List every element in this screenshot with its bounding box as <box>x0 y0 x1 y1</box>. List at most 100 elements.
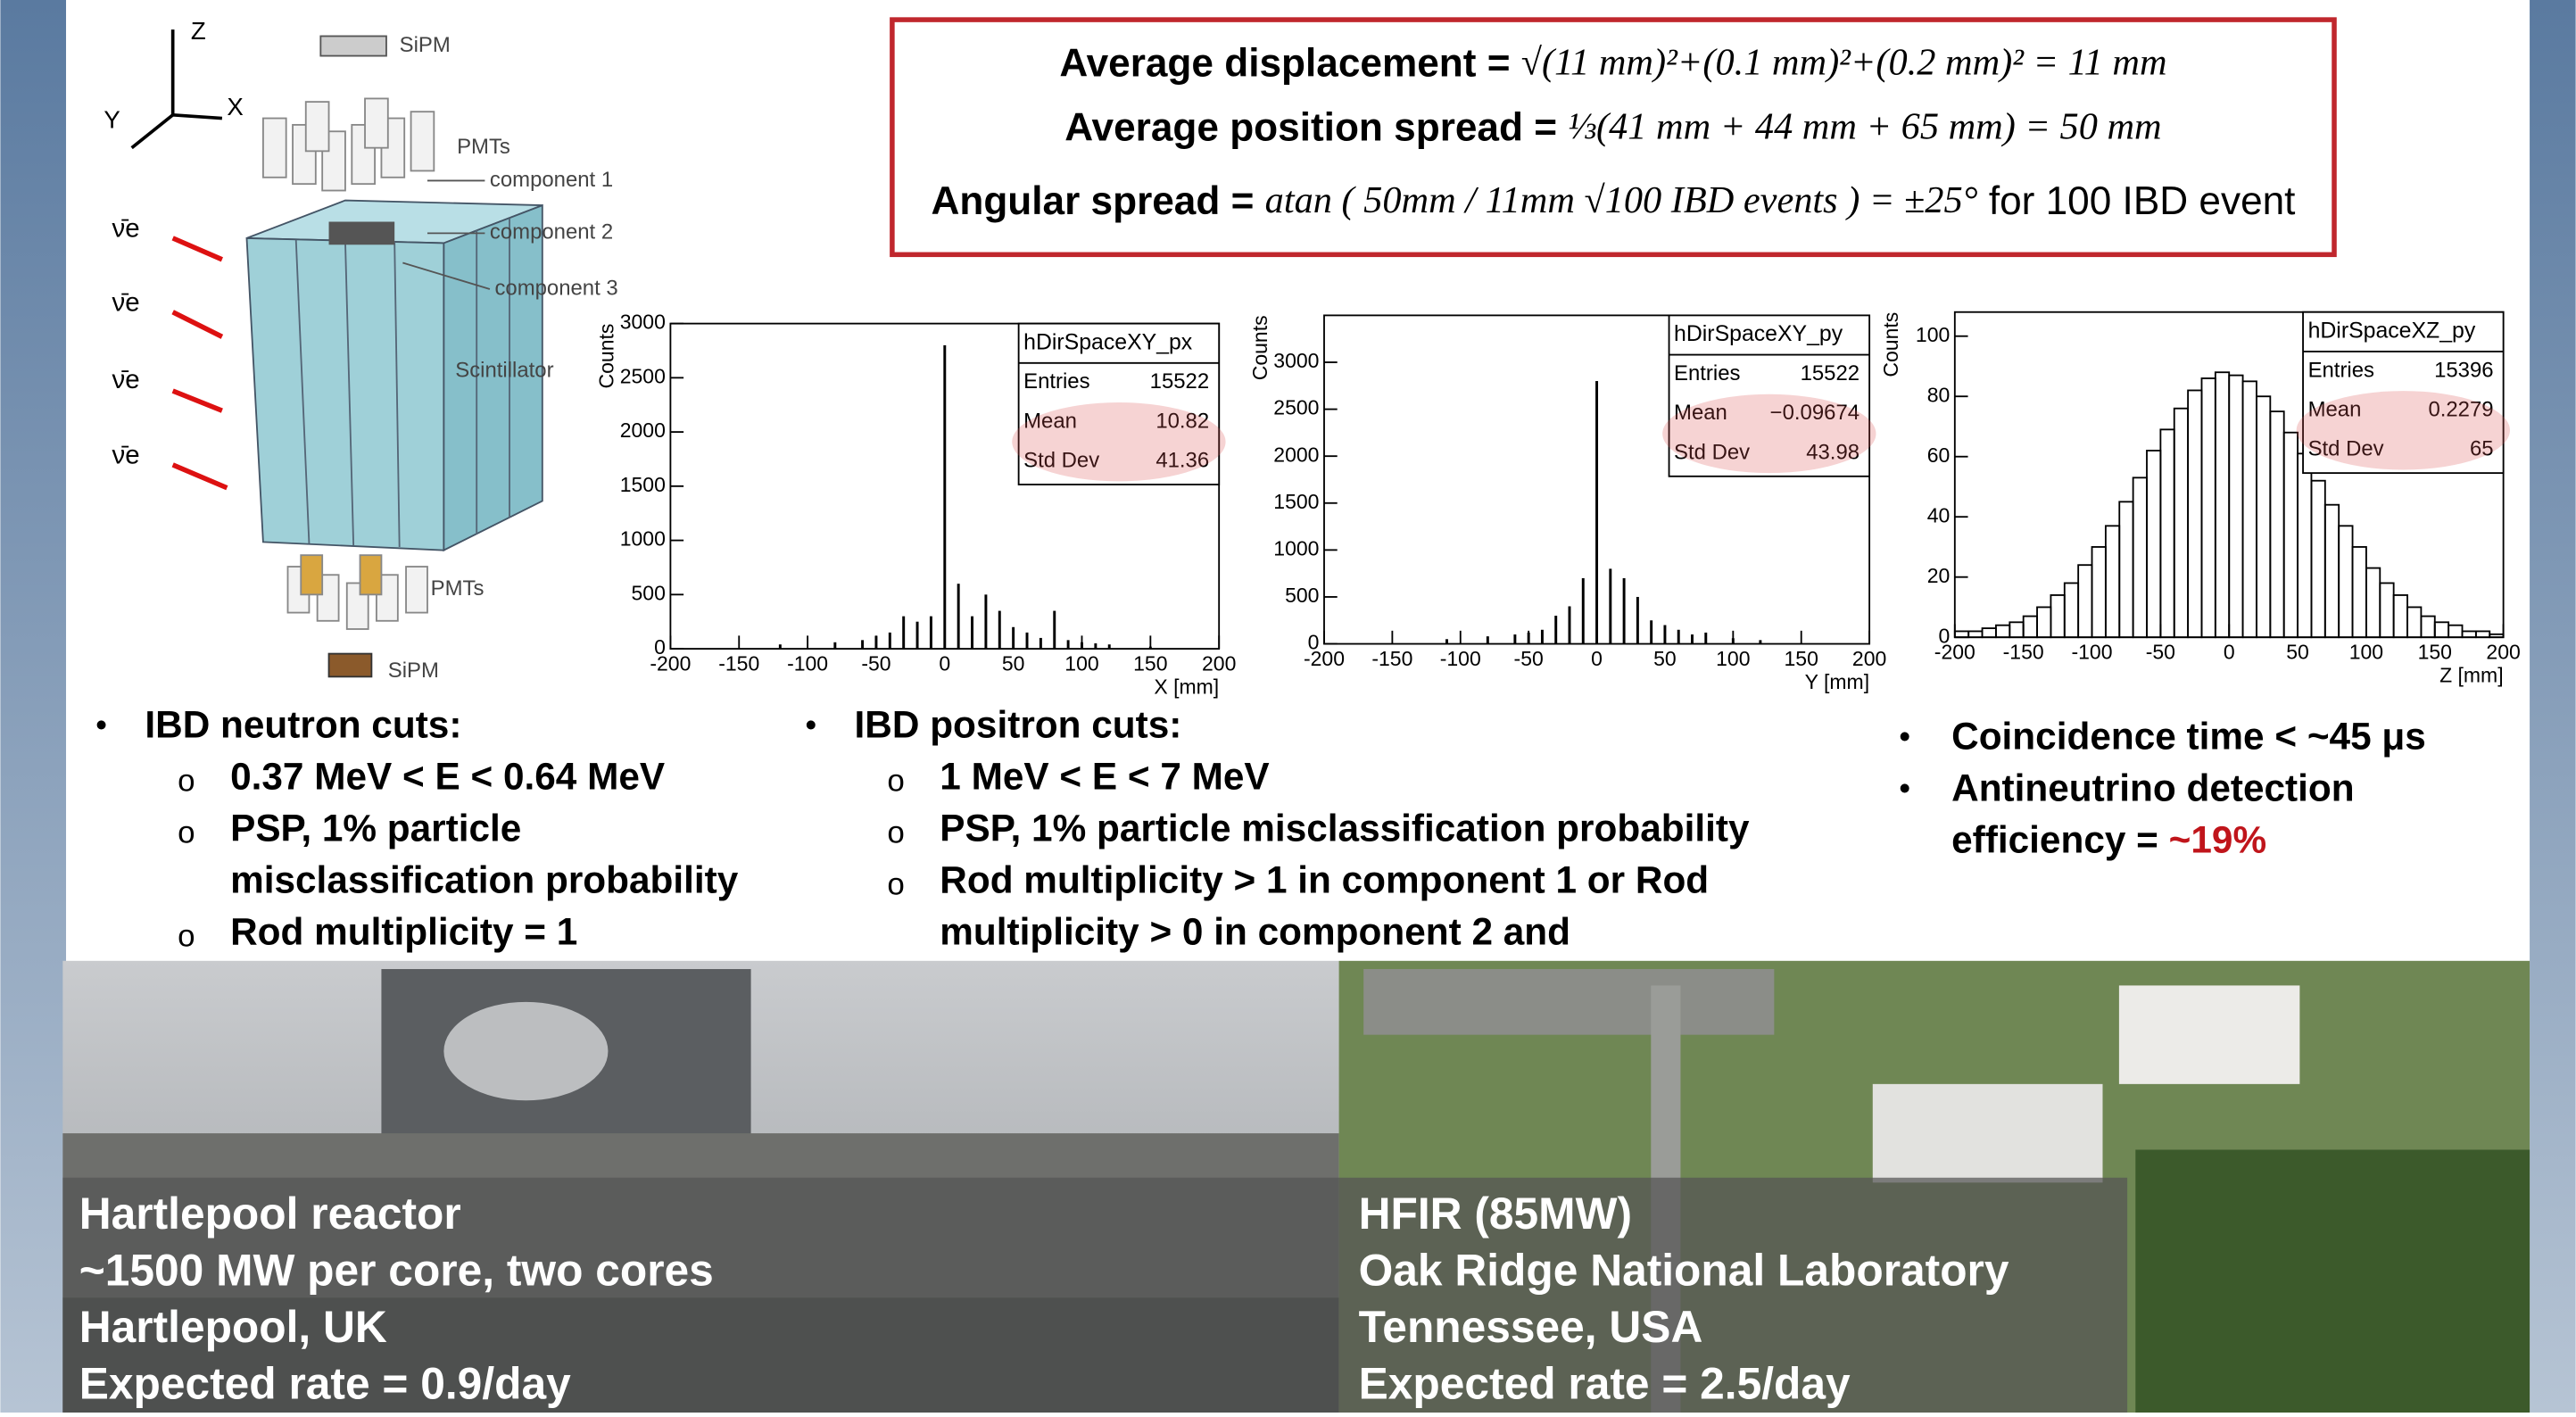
sub-bullet: o <box>887 763 904 798</box>
bullet: • <box>1899 770 1910 807</box>
neutrino-label: ν̄e <box>112 365 140 394</box>
y-axis-label: Counts <box>595 324 618 389</box>
formula-tail: for 100 IBD event <box>1978 179 2296 223</box>
detector-label: component 3 <box>494 276 617 300</box>
spike <box>930 617 932 649</box>
sub-bullet: o <box>178 763 195 798</box>
bullet: • <box>805 707 816 743</box>
x-tick-label: -100 <box>2071 641 2112 664</box>
neutrino-label: ν̄e <box>112 213 140 243</box>
spike <box>1609 568 1611 643</box>
formula-expression: √(11 mm)²+(0.1 mm)²+(0.2 mm)² = 11 mm <box>1521 41 2167 83</box>
bullet: • <box>1899 718 1910 755</box>
y-tick-label: 3000 <box>620 311 666 334</box>
stats-title: hDirSpaceXY_py <box>1674 322 1843 346</box>
formula-label: Angular spread = <box>931 179 1264 223</box>
axis-label: X <box>227 93 243 120</box>
spike <box>1149 647 1152 649</box>
summary-line: Coincidence time < ~45 μs <box>1951 716 2426 758</box>
formula-expression: atan ( 50mm / 11mm √100 IBD events ) = ±… <box>1265 179 1978 221</box>
formula: Average displacement = √(11 mm)²+(0.1 mm… <box>1059 41 2166 85</box>
x-tick-label: 150 <box>1785 647 1818 670</box>
stats-value: 15522 <box>1801 361 1860 385</box>
spike <box>779 644 782 649</box>
spike <box>1026 633 1029 649</box>
spike <box>1759 640 1761 643</box>
spike <box>1541 630 1544 644</box>
x-tick-label: -50 <box>861 652 890 675</box>
bullet-item: 0.37 MeV < E < 0.64 MeV <box>230 756 665 798</box>
spike <box>1053 611 1056 650</box>
spike <box>1582 578 1585 644</box>
y-tick-label: 40 <box>1927 503 1951 526</box>
bullet-item: PSP, 1% particle misclassification proba… <box>940 808 1750 849</box>
spike <box>1704 633 1707 644</box>
spike <box>1691 634 1694 644</box>
detector-label: SiPM <box>388 659 439 683</box>
axis-label: Y <box>104 106 120 134</box>
formula-label: Average displacement = <box>1059 41 1520 85</box>
bullet-item: PSP, 1% particle <box>230 808 521 849</box>
stats-value: 15522 <box>1150 369 1209 394</box>
bullet-item: multiplicity > 0 in component 2 and <box>940 911 1570 953</box>
y-axis-label: Counts <box>1879 312 1902 377</box>
x-tick-label: 150 <box>2418 641 2452 664</box>
y-tick-label: 1000 <box>620 527 666 551</box>
y-tick-label: 3000 <box>1273 349 1319 372</box>
detector-label: Scintillator <box>455 358 553 382</box>
spike <box>1554 616 1557 644</box>
x-tick-label: 0 <box>939 652 950 675</box>
x-tick-label: 50 <box>1653 647 1677 670</box>
neutrino-label: ν̄e <box>112 287 140 317</box>
formula: Angular spread = atan ( 50mm / 11mm √100… <box>931 179 2295 223</box>
y-tick-label: 2500 <box>1273 396 1319 419</box>
site-caption: Expected rate = 0.9/day <box>79 1359 571 1409</box>
x-tick-label: -150 <box>2003 641 2044 664</box>
detector-label: PMTs <box>457 135 510 159</box>
x-tick-label: -100 <box>1440 647 1481 670</box>
formula: Average position spread = ⅓(41 mm + 44 m… <box>1064 105 2161 149</box>
x-axis-label: X [mm] <box>1154 675 1219 698</box>
sub-bullet: o <box>887 866 904 901</box>
sub-bullet: o <box>178 918 195 953</box>
spike <box>1445 639 1448 643</box>
x-tick-label: -150 <box>718 652 759 675</box>
site-caption: Tennessee, USA <box>1359 1302 1703 1352</box>
x-tick-label: 150 <box>1133 652 1167 675</box>
spike <box>943 345 946 649</box>
x-tick-label: 0 <box>2224 641 2235 664</box>
y-tick-label: 1500 <box>1273 490 1319 513</box>
y-tick-label: 1500 <box>620 473 666 496</box>
y-tick-label: 2000 <box>1273 443 1319 466</box>
x-tick-label: -50 <box>1514 647 1544 670</box>
x-tick-label: 50 <box>1002 652 1025 675</box>
site-caption: ~1500 MW per core, two cores <box>79 1246 714 1296</box>
x-axis-label: Y [mm] <box>1805 670 1869 693</box>
x-tick-label: -100 <box>787 652 828 675</box>
x-axis-label: Z [mm] <box>2439 663 2504 686</box>
spike <box>1012 627 1015 649</box>
sub-bullet: o <box>887 815 904 849</box>
y-tick-label: 2000 <box>620 418 666 442</box>
stats-value: 15396 <box>2434 358 2493 382</box>
x-tick-label: 0 <box>1591 647 1603 670</box>
site-caption: HFIR (85MW) <box>1359 1189 1632 1239</box>
spike <box>1528 633 1530 644</box>
x-tick-label: 200 <box>2486 641 2520 664</box>
spike <box>1487 636 1489 643</box>
y-tick-label: 60 <box>1927 443 1951 467</box>
stats-label: Entries <box>2308 358 2374 382</box>
formula-label: Average position spread = <box>1064 105 1568 149</box>
spike <box>1513 634 1516 644</box>
y-tick-label: 100 <box>1916 323 1950 346</box>
y-axis-label: Counts <box>1248 315 1271 380</box>
x-tick-label: 100 <box>1064 652 1098 675</box>
spike <box>874 635 877 649</box>
detector-label: PMTs <box>431 576 485 601</box>
y-tick-label: 2500 <box>620 364 666 387</box>
y-tick-label: 20 <box>1927 564 1951 587</box>
spike <box>1094 643 1097 649</box>
detector-label: component 1 <box>490 168 613 192</box>
spike <box>1067 640 1070 649</box>
spike <box>889 633 891 649</box>
